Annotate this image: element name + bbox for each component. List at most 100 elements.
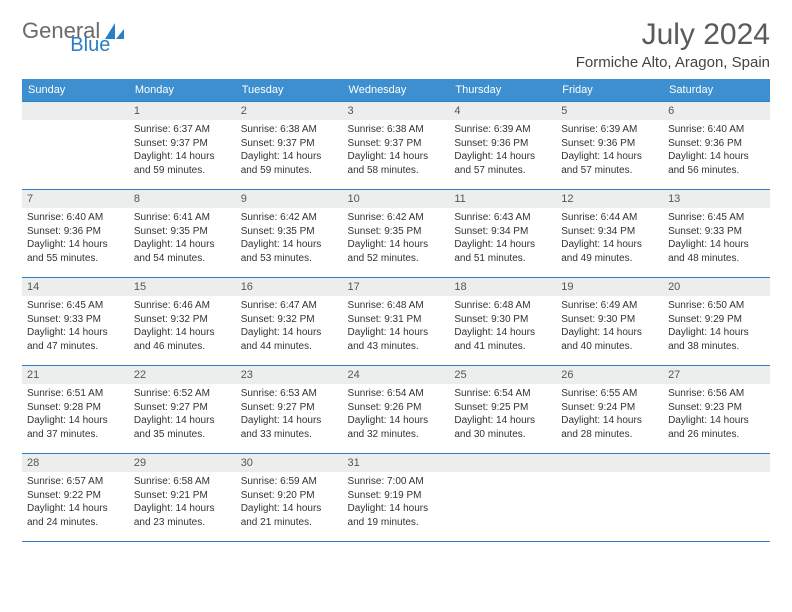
- calendar-cell: 27Sunrise: 6:56 AMSunset: 9:23 PMDayligh…: [663, 366, 770, 454]
- calendar-row: 14Sunrise: 6:45 AMSunset: 9:33 PMDayligh…: [22, 278, 770, 366]
- day-details: Sunrise: 6:39 AMSunset: 9:36 PMDaylight:…: [449, 120, 556, 181]
- calendar-table: Sunday Monday Tuesday Wednesday Thursday…: [22, 79, 770, 542]
- day-details: Sunrise: 6:46 AMSunset: 9:32 PMDaylight:…: [129, 296, 236, 357]
- day-number: 18: [449, 278, 556, 296]
- calendar-cell: 20Sunrise: 6:50 AMSunset: 9:29 PMDayligh…: [663, 278, 770, 366]
- day-details: Sunrise: 6:54 AMSunset: 9:25 PMDaylight:…: [449, 384, 556, 445]
- day-number: 10: [343, 190, 450, 208]
- day-header: Sunday: [22, 79, 129, 102]
- day-number: 6: [663, 102, 770, 120]
- day-number: 14: [22, 278, 129, 296]
- calendar-cell: [22, 102, 129, 190]
- calendar-cell: 13Sunrise: 6:45 AMSunset: 9:33 PMDayligh…: [663, 190, 770, 278]
- calendar-cell: [449, 454, 556, 542]
- calendar-cell: 2Sunrise: 6:38 AMSunset: 9:37 PMDaylight…: [236, 102, 343, 190]
- day-number: 19: [556, 278, 663, 296]
- calendar-cell: 16Sunrise: 6:47 AMSunset: 9:32 PMDayligh…: [236, 278, 343, 366]
- day-number: 22: [129, 366, 236, 384]
- calendar-cell: 6Sunrise: 6:40 AMSunset: 9:36 PMDaylight…: [663, 102, 770, 190]
- day-number: 28: [22, 454, 129, 472]
- day-details: Sunrise: 7:00 AMSunset: 9:19 PMDaylight:…: [343, 472, 450, 533]
- day-details: Sunrise: 6:38 AMSunset: 9:37 PMDaylight:…: [236, 120, 343, 181]
- calendar-cell: 30Sunrise: 6:59 AMSunset: 9:20 PMDayligh…: [236, 454, 343, 542]
- calendar-cell: 29Sunrise: 6:58 AMSunset: 9:21 PMDayligh…: [129, 454, 236, 542]
- day-number: 30: [236, 454, 343, 472]
- day-details: Sunrise: 6:51 AMSunset: 9:28 PMDaylight:…: [22, 384, 129, 445]
- calendar-cell: 3Sunrise: 6:38 AMSunset: 9:37 PMDaylight…: [343, 102, 450, 190]
- day-details: Sunrise: 6:43 AMSunset: 9:34 PMDaylight:…: [449, 208, 556, 269]
- day-details: Sunrise: 6:53 AMSunset: 9:27 PMDaylight:…: [236, 384, 343, 445]
- day-number: 29: [129, 454, 236, 472]
- day-number: 31: [343, 454, 450, 472]
- day-number-empty: [22, 102, 129, 120]
- calendar-cell: [556, 454, 663, 542]
- calendar-cell: 12Sunrise: 6:44 AMSunset: 9:34 PMDayligh…: [556, 190, 663, 278]
- calendar-cell: 1Sunrise: 6:37 AMSunset: 9:37 PMDaylight…: [129, 102, 236, 190]
- day-number: 12: [556, 190, 663, 208]
- calendar-row: 28Sunrise: 6:57 AMSunset: 9:22 PMDayligh…: [22, 454, 770, 542]
- calendar-cell: 15Sunrise: 6:46 AMSunset: 9:32 PMDayligh…: [129, 278, 236, 366]
- day-number: 16: [236, 278, 343, 296]
- page-title: July 2024: [576, 18, 770, 52]
- day-details: Sunrise: 6:37 AMSunset: 9:37 PMDaylight:…: [129, 120, 236, 181]
- day-number: 4: [449, 102, 556, 120]
- calendar-cell: [663, 454, 770, 542]
- day-details: Sunrise: 6:40 AMSunset: 9:36 PMDaylight:…: [663, 120, 770, 181]
- calendar-cell: 18Sunrise: 6:48 AMSunset: 9:30 PMDayligh…: [449, 278, 556, 366]
- day-number: 24: [343, 366, 450, 384]
- day-details: Sunrise: 6:47 AMSunset: 9:32 PMDaylight:…: [236, 296, 343, 357]
- logo-text-2: Blue: [70, 34, 110, 57]
- day-details: Sunrise: 6:40 AMSunset: 9:36 PMDaylight:…: [22, 208, 129, 269]
- day-number: 2: [236, 102, 343, 120]
- day-number: 15: [129, 278, 236, 296]
- day-details: Sunrise: 6:45 AMSunset: 9:33 PMDaylight:…: [663, 208, 770, 269]
- day-header: Monday: [129, 79, 236, 102]
- calendar-cell: 7Sunrise: 6:40 AMSunset: 9:36 PMDaylight…: [22, 190, 129, 278]
- day-details: Sunrise: 6:57 AMSunset: 9:22 PMDaylight:…: [22, 472, 129, 533]
- day-number-empty: [449, 454, 556, 472]
- day-header: Thursday: [449, 79, 556, 102]
- day-details: Sunrise: 6:56 AMSunset: 9:23 PMDaylight:…: [663, 384, 770, 445]
- calendar-header-row: Sunday Monday Tuesday Wednesday Thursday…: [22, 79, 770, 102]
- calendar-cell: 26Sunrise: 6:55 AMSunset: 9:24 PMDayligh…: [556, 366, 663, 454]
- calendar-row: 7Sunrise: 6:40 AMSunset: 9:36 PMDaylight…: [22, 190, 770, 278]
- day-header: Saturday: [663, 79, 770, 102]
- calendar-cell: 4Sunrise: 6:39 AMSunset: 9:36 PMDaylight…: [449, 102, 556, 190]
- day-number-empty: [663, 454, 770, 472]
- calendar-cell: 23Sunrise: 6:53 AMSunset: 9:27 PMDayligh…: [236, 366, 343, 454]
- calendar-cell: 28Sunrise: 6:57 AMSunset: 9:22 PMDayligh…: [22, 454, 129, 542]
- calendar-cell: 8Sunrise: 6:41 AMSunset: 9:35 PMDaylight…: [129, 190, 236, 278]
- calendar-cell: 17Sunrise: 6:48 AMSunset: 9:31 PMDayligh…: [343, 278, 450, 366]
- calendar-row: 21Sunrise: 6:51 AMSunset: 9:28 PMDayligh…: [22, 366, 770, 454]
- day-details: Sunrise: 6:42 AMSunset: 9:35 PMDaylight:…: [343, 208, 450, 269]
- logo: General Blue: [22, 18, 170, 44]
- day-number: 17: [343, 278, 450, 296]
- calendar-cell: 22Sunrise: 6:52 AMSunset: 9:27 PMDayligh…: [129, 366, 236, 454]
- day-details: Sunrise: 6:48 AMSunset: 9:30 PMDaylight:…: [449, 296, 556, 357]
- day-number: 5: [556, 102, 663, 120]
- day-details: Sunrise: 6:42 AMSunset: 9:35 PMDaylight:…: [236, 208, 343, 269]
- day-details: Sunrise: 6:41 AMSunset: 9:35 PMDaylight:…: [129, 208, 236, 269]
- day-details: Sunrise: 6:58 AMSunset: 9:21 PMDaylight:…: [129, 472, 236, 533]
- header: General Blue July 2024 Formiche Alto, Ar…: [22, 18, 770, 71]
- day-details: Sunrise: 6:45 AMSunset: 9:33 PMDaylight:…: [22, 296, 129, 357]
- day-header: Friday: [556, 79, 663, 102]
- day-number: 27: [663, 366, 770, 384]
- day-details: Sunrise: 6:44 AMSunset: 9:34 PMDaylight:…: [556, 208, 663, 269]
- day-number: 26: [556, 366, 663, 384]
- day-details: Sunrise: 6:39 AMSunset: 9:36 PMDaylight:…: [556, 120, 663, 181]
- day-number: 11: [449, 190, 556, 208]
- day-number: 20: [663, 278, 770, 296]
- day-number: 1: [129, 102, 236, 120]
- calendar-cell: 21Sunrise: 6:51 AMSunset: 9:28 PMDayligh…: [22, 366, 129, 454]
- day-header: Tuesday: [236, 79, 343, 102]
- page-subtitle: Formiche Alto, Aragon, Spain: [576, 54, 770, 71]
- day-details: Sunrise: 6:48 AMSunset: 9:31 PMDaylight:…: [343, 296, 450, 357]
- day-number: 21: [22, 366, 129, 384]
- day-number: 9: [236, 190, 343, 208]
- calendar-row: 1Sunrise: 6:37 AMSunset: 9:37 PMDaylight…: [22, 102, 770, 190]
- calendar-cell: 5Sunrise: 6:39 AMSunset: 9:36 PMDaylight…: [556, 102, 663, 190]
- day-number: 3: [343, 102, 450, 120]
- day-details: Sunrise: 6:38 AMSunset: 9:37 PMDaylight:…: [343, 120, 450, 181]
- day-number: 13: [663, 190, 770, 208]
